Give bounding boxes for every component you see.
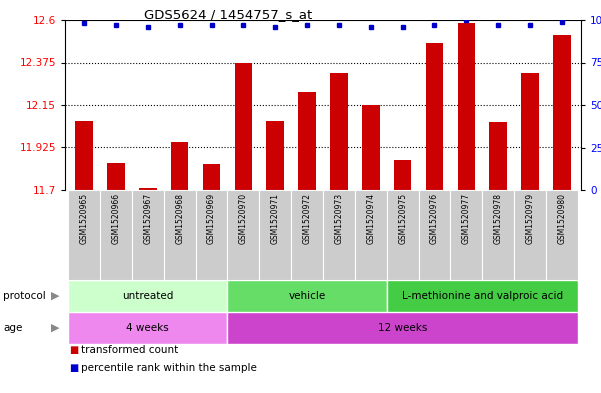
Text: GSM1520980: GSM1520980 (557, 193, 566, 244)
Bar (394, 160, 412, 190)
Text: vehicle: vehicle (288, 291, 326, 301)
FancyBboxPatch shape (355, 190, 386, 280)
FancyBboxPatch shape (100, 190, 132, 280)
Bar (362, 105, 380, 190)
Bar (457, 23, 475, 190)
FancyBboxPatch shape (450, 190, 482, 280)
Text: GSM1520972: GSM1520972 (302, 193, 311, 244)
FancyBboxPatch shape (227, 190, 259, 280)
Text: L-methionine and valproic acid: L-methionine and valproic acid (401, 291, 563, 301)
FancyBboxPatch shape (195, 190, 227, 280)
Text: GSM1520979: GSM1520979 (525, 193, 534, 244)
Text: percentile rank within the sample: percentile rank within the sample (81, 363, 257, 373)
FancyBboxPatch shape (386, 190, 418, 280)
Bar (234, 63, 252, 190)
FancyBboxPatch shape (418, 190, 450, 280)
Bar (266, 121, 284, 190)
FancyBboxPatch shape (291, 190, 323, 280)
Text: GSM1520971: GSM1520971 (270, 193, 279, 244)
FancyBboxPatch shape (68, 190, 100, 280)
FancyBboxPatch shape (68, 312, 227, 344)
Text: 4 weeks: 4 weeks (126, 323, 169, 333)
Text: protocol: protocol (3, 291, 46, 301)
Bar (330, 73, 348, 190)
Text: 12 weeks: 12 weeks (378, 323, 427, 333)
Text: GSM1520966: GSM1520966 (111, 193, 120, 244)
Bar (171, 142, 189, 190)
Text: GSM1520969: GSM1520969 (207, 193, 216, 244)
Text: untreated: untreated (122, 291, 174, 301)
Text: ▶: ▶ (50, 323, 59, 333)
FancyBboxPatch shape (227, 280, 386, 312)
Text: transformed count: transformed count (81, 345, 178, 355)
FancyBboxPatch shape (259, 190, 291, 280)
Bar (75, 121, 93, 190)
Text: ■: ■ (69, 363, 78, 373)
Text: GSM1520967: GSM1520967 (143, 193, 152, 244)
Bar (139, 188, 157, 190)
FancyBboxPatch shape (132, 190, 163, 280)
FancyBboxPatch shape (482, 190, 514, 280)
Text: GSM1520970: GSM1520970 (239, 193, 248, 244)
Bar (553, 35, 570, 190)
FancyBboxPatch shape (386, 280, 578, 312)
Bar (521, 73, 538, 190)
FancyBboxPatch shape (227, 312, 578, 344)
Text: age: age (3, 323, 22, 333)
FancyBboxPatch shape (546, 190, 578, 280)
Bar (489, 122, 507, 190)
Text: ■: ■ (69, 345, 78, 355)
FancyBboxPatch shape (163, 190, 195, 280)
Bar (298, 92, 316, 190)
Text: GSM1520976: GSM1520976 (430, 193, 439, 244)
Text: GSM1520978: GSM1520978 (493, 193, 502, 244)
Text: ▶: ▶ (50, 291, 59, 301)
Text: GSM1520973: GSM1520973 (334, 193, 343, 244)
Text: GSM1520965: GSM1520965 (79, 193, 88, 244)
Bar (203, 165, 221, 190)
FancyBboxPatch shape (68, 280, 227, 312)
Bar (426, 43, 444, 190)
Text: GSM1520974: GSM1520974 (366, 193, 375, 244)
Text: GSM1520977: GSM1520977 (462, 193, 471, 244)
FancyBboxPatch shape (323, 190, 355, 280)
FancyBboxPatch shape (514, 190, 546, 280)
Bar (107, 163, 125, 190)
Text: GDS5624 / 1454757_s_at: GDS5624 / 1454757_s_at (144, 8, 313, 21)
Text: GSM1520968: GSM1520968 (175, 193, 184, 244)
Text: GSM1520975: GSM1520975 (398, 193, 407, 244)
